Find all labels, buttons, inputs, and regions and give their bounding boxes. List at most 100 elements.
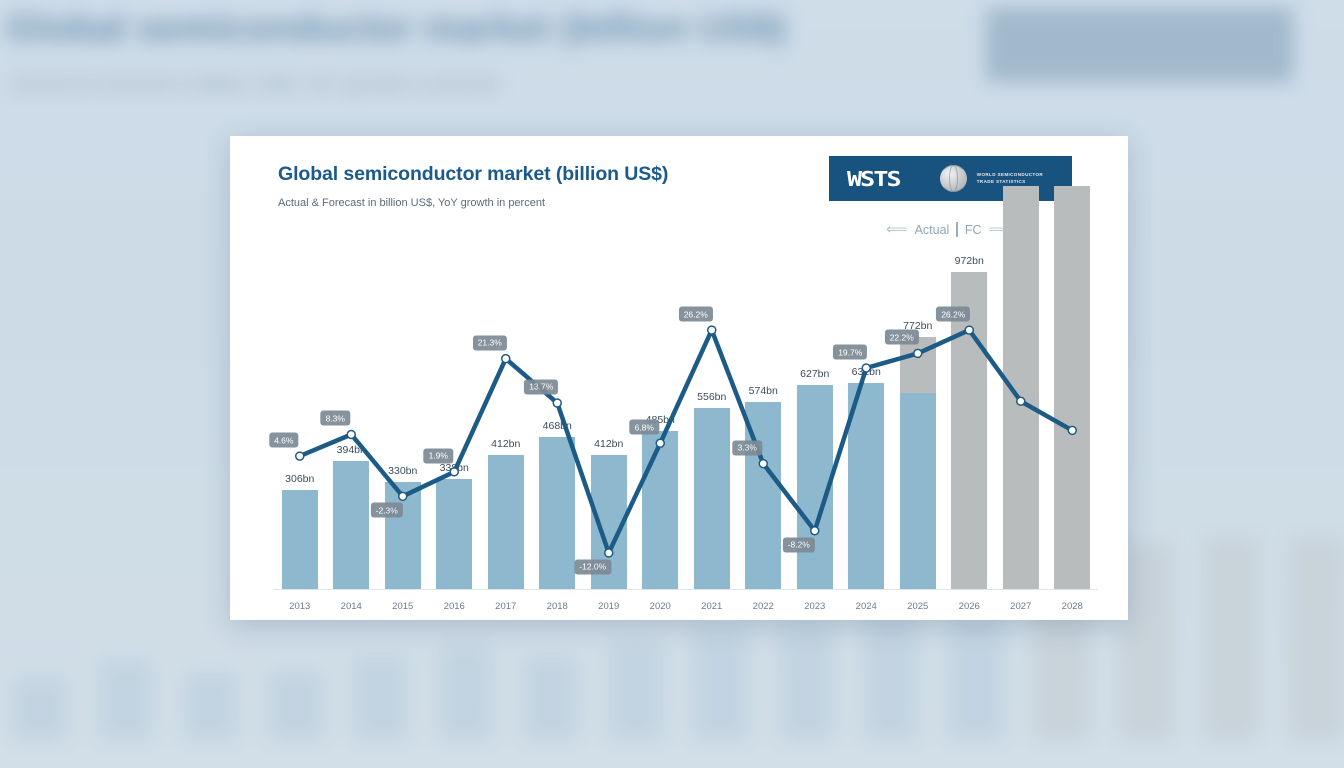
chart-plot-area: 306bn2013394bn2014330bn2015338bn2016412b… [269,186,1099,620]
left-arrow-icon: ⟸ [886,221,908,238]
wsts-wordmark: WSTS [847,166,902,191]
growth-badge-2026: 26.2% [936,306,971,322]
growth-badge-2021: 26.2% [678,306,713,322]
background-bar [948,611,1004,740]
growth-point-2023 [810,525,820,536]
globe-icon [939,165,967,192]
bar-column: 772bn 2025 [892,246,944,612]
legend-fc-label: FC [964,222,982,237]
x-axis-label-2019: 2019 [598,601,620,612]
bar-value-label-2025: 772bn [903,320,933,333]
growth-badge-2020: 6.8% [629,419,659,435]
growth-badge-2024: 19.7% [833,344,868,360]
bar-value-label-2017: 412bn [491,438,521,451]
x-axis-label-2018: 2018 [546,601,568,612]
growth-point-2017 [501,353,511,364]
bar-2017 [487,455,524,590]
bar-value-label-2015: 330bn [388,464,418,477]
x-axis-label-2020: 2020 [649,601,671,612]
growth-badge-2014: 8.3% [320,410,350,426]
growth-badge-2017: 21.3% [472,335,507,351]
bar-column: 485bn 2020 [635,246,687,612]
background-title: Global semiconductor market (billion US$… [6,5,787,50]
background-bar [523,656,579,740]
growth-point-2025 [913,348,923,359]
bar-column: 631bn2024 [841,246,893,612]
background-bar [693,626,749,740]
x-axis-label-2021: 2021 [701,601,723,612]
background-bar [1204,537,1259,740]
card-header: Global semiconductor market (billion US$… [230,136,1128,244]
bar-series: 306bn2013394bn2014330bn2015338bn2016412b… [274,186,1099,612]
bar-value-label-2022: 574bn [748,384,778,397]
bar-column: 338bn2016 [429,246,481,612]
bar-2026 [951,271,988,590]
bar-column: 306bn 2013 [274,246,326,612]
background-bar [608,641,664,740]
bar-2016 [436,479,473,590]
bar-value-label-2014: 394bn [336,443,366,456]
bar-2024 [848,383,885,590]
background-bar [98,659,153,740]
bar-value-label-2013: 306bn [285,472,315,485]
bar-2014 [333,460,370,590]
bar-column: 394bn 2014 [326,246,378,612]
phase-legend: ⟸ Actual FC ⟹ [886,222,1010,237]
chart-card: Global semiconductor market (billion US$… [230,136,1128,620]
growth-point-2013 [295,451,305,461]
bar-column: 2028 [1047,186,1099,612]
growth-badge-2013: 4.6% [269,432,299,448]
growth-point-2027 [1016,396,1026,406]
bar-2018 [539,436,576,590]
background-bar [778,623,834,740]
bar-value-label-2026: 972bn [954,254,984,267]
wsts-full-name: WORLD SEMICONDUCTOR TRADE STATISTICS [976,172,1044,184]
growth-badge-2015: -2.3% [370,502,403,518]
growth-point-2018 [552,398,562,408]
background-bar [353,656,408,740]
bar-column: 972bn 2026 [944,246,996,612]
growth-point-2016 [449,467,459,477]
growth-badge-2023: -8.2% [782,537,815,553]
x-axis-label-2026: 2026 [958,601,980,612]
background-bar [1119,542,1174,740]
growth-badge-2019: -12.0% [574,559,612,575]
growth-line-series [295,325,1077,558]
growth-point-2022 [758,458,768,469]
x-axis-label-2017: 2017 [495,601,517,612]
bar-column: 412bn 2017 [480,246,532,612]
legend-actual-label: Actual [914,222,950,237]
bar-2013 [281,489,318,590]
background-bar [863,612,919,740]
x-axis-label-2023: 2023 [804,601,826,612]
bar-value-label-2019: 412bn [594,438,624,451]
x-axis-label-2013: 2013 [289,601,311,612]
x-axis-label-2025: 2025 [907,601,929,612]
growth-point-2024 [861,363,871,373]
growth-point-2020 [655,438,665,448]
background-logo [985,7,1294,83]
background-subtitle: Actual & Forecast in billion US$, YoY gr… [10,73,500,96]
bar-value-label-2023: 627bn [800,367,830,380]
growth-point-2014 [346,429,356,440]
bar-column: 556bn 2021 [686,246,738,612]
page-title: Global semiconductor market (billion US$… [278,163,669,185]
growth-point-2015 [398,491,408,502]
bar-2021 [693,407,730,590]
background-bar [183,672,238,740]
growth-line [297,327,1075,556]
x-axis-label-2015: 2015 [392,601,414,612]
x-axis-label-2028: 2028 [1061,601,1083,612]
growth-point-2019 [604,548,614,558]
x-axis-label-2022: 2022 [752,601,774,612]
x-axis-label-2014: 2014 [340,601,362,612]
chart-subtitle: Actual & Forecast in billion US$, YoY gr… [278,197,546,209]
bar-value-label-2021: 556bn [697,390,727,403]
x-axis-label-2016: 2016 [443,601,465,612]
growth-point-2028 [1067,425,1077,436]
growth-point-2021 [707,325,717,335]
growth-badge-2022: 3.3% [732,440,762,456]
growth-badge-2025: 22.2% [884,329,919,345]
bar-2025 [899,337,936,590]
x-axis-line [274,589,1098,590]
